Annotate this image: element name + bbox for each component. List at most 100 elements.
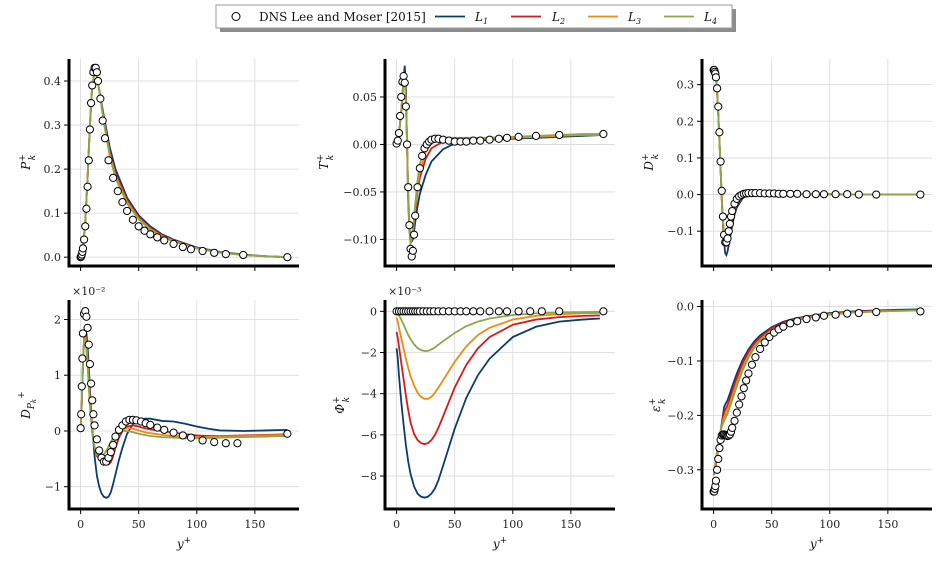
x-tick-label: 0 — [393, 518, 400, 531]
dns-point — [409, 230, 419, 239]
dns-point — [413, 183, 422, 192]
dns-point — [476, 136, 485, 145]
dns-point — [111, 432, 120, 441]
dns-point — [724, 227, 733, 236]
dns-point — [85, 125, 95, 134]
y-tick-label: −0.2 — [667, 409, 694, 422]
dns-point — [146, 420, 155, 429]
dns-point — [84, 156, 93, 165]
dns-point — [80, 235, 89, 244]
xlabel-epsk: y+ — [809, 536, 824, 551]
y-tick-label: −6 — [361, 429, 377, 442]
dns-point — [396, 111, 405, 121]
dns-point — [760, 338, 769, 347]
dns-point — [153, 233, 162, 242]
dns-point — [160, 425, 169, 434]
y-tick-label: 2 — [54, 314, 61, 327]
y-tick-label: 0.1 — [44, 207, 62, 220]
dns-point — [90, 421, 99, 430]
series-line-l4 — [712, 309, 921, 476]
dns-point — [843, 309, 852, 318]
dns-point — [711, 476, 721, 485]
dns-point — [819, 190, 829, 199]
y-tick-label: 0 — [54, 425, 61, 438]
dns-point — [718, 212, 728, 221]
dns-point — [555, 307, 564, 316]
legend: DNS Lee and Moser [2015] L1 L2 L3 L4 — [215, 4, 736, 32]
dns-point — [786, 189, 795, 198]
dns-point — [717, 186, 726, 195]
dns-point — [714, 454, 723, 464]
y-tick-label: 0.2 — [677, 115, 695, 128]
series-line-l4 — [79, 69, 288, 259]
series-line-l3 — [712, 309, 921, 476]
series-line-l4 — [713, 72, 921, 240]
dns-point — [198, 246, 207, 256]
dns-point — [84, 340, 93, 349]
y-tick-label: −0.1 — [667, 355, 694, 368]
series-line-l1 — [395, 65, 604, 247]
dns-point — [92, 435, 101, 444]
dns-point — [537, 307, 546, 316]
dns-point — [86, 379, 96, 388]
dns-point — [404, 183, 413, 192]
dns-point — [88, 81, 97, 90]
dns-point — [779, 189, 788, 198]
dns-point — [715, 128, 724, 137]
dns-point — [405, 221, 414, 230]
x-tick-label: 100 — [502, 518, 523, 531]
svg-text:DPk+: DPk+ — [17, 391, 38, 419]
dns-point — [469, 136, 478, 145]
y-tick-label: 0 — [370, 305, 377, 318]
y-tick-label: 0.0 — [677, 189, 695, 202]
x-tick-label: 0 — [710, 518, 717, 531]
ylabel-tk: T+k — [316, 154, 336, 170]
dns-point — [916, 190, 925, 199]
dns-point — [462, 307, 471, 316]
dns-point — [85, 359, 95, 369]
dns-point — [93, 76, 103, 86]
dns-point — [394, 128, 404, 138]
dns-point — [502, 133, 512, 142]
dns-point — [283, 429, 292, 438]
dns-point — [82, 312, 91, 321]
dns-point — [831, 190, 840, 199]
dns-point — [178, 431, 187, 440]
legend-l2-label: L2 — [551, 10, 565, 26]
dns-point — [494, 307, 503, 316]
plot-area — [712, 308, 921, 476]
dns-point — [100, 134, 110, 143]
ylabel-phik: Φ+k — [332, 396, 352, 413]
dns-point — [88, 396, 97, 405]
dns-point — [747, 360, 757, 369]
panel-tk: −0.10 −0.05 0.00 0.05 — [343, 59, 615, 271]
dns-point — [755, 344, 765, 354]
ylabel-pk: P+k — [18, 154, 38, 171]
panel-epsk: −0.3 −0.2 −0.1 0.0 0 50 100 150 — [667, 300, 932, 531]
series-line-l1 — [712, 308, 921, 476]
dns-point — [793, 189, 802, 198]
dns-point — [739, 384, 748, 393]
dns-point — [714, 102, 723, 111]
dns-point — [730, 416, 739, 425]
dns-point — [186, 433, 196, 442]
dns-point — [713, 465, 722, 474]
svg-text:Φ+k: Φ+k — [332, 396, 352, 413]
dns-point — [786, 319, 795, 328]
dns-point — [118, 198, 127, 207]
dns-point — [78, 329, 88, 338]
y-tick-label: 0.0 — [677, 301, 695, 314]
y-tick-label: 1 — [54, 369, 61, 382]
legend-dns-marker — [231, 12, 241, 21]
x-tick-label: 0 — [77, 518, 84, 531]
dns-point — [400, 78, 409, 87]
y-tick-label: −0.05 — [343, 186, 377, 199]
dns-point — [83, 182, 92, 191]
dns-point — [711, 73, 721, 82]
dns-point — [418, 151, 427, 160]
legend-l1-label: L1 — [474, 10, 488, 26]
dns-point — [872, 190, 881, 199]
dns-point — [916, 307, 925, 316]
dns-point — [86, 98, 96, 108]
